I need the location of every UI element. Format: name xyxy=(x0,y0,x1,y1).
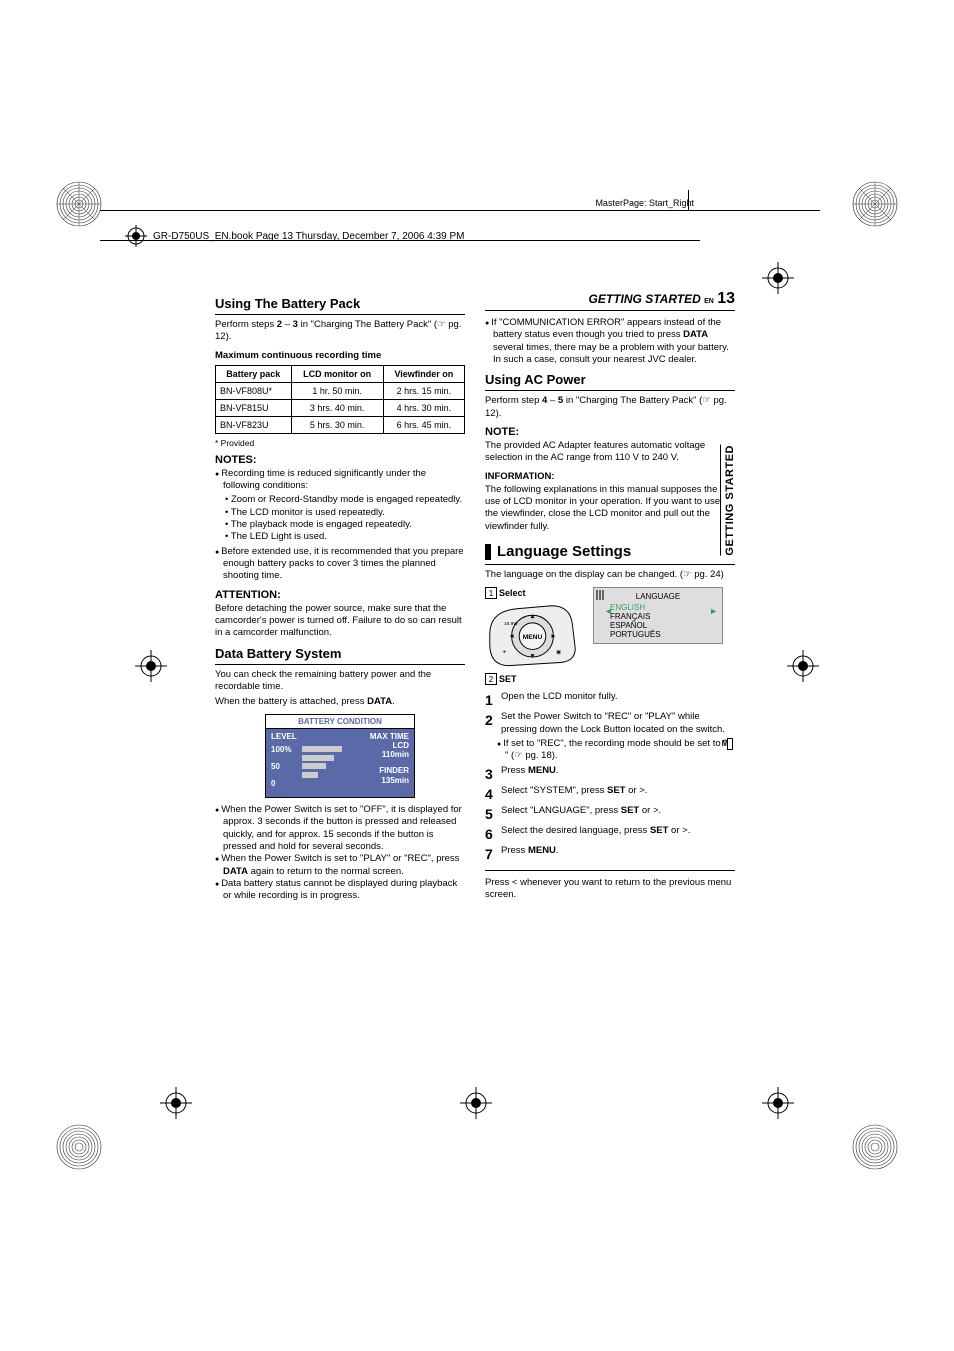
finder-time: FINDER135min xyxy=(379,766,409,785)
master-page-label: MasterPage: Start_Right xyxy=(595,198,694,208)
language-selector-diagram: 1Select MENU 16:9W ☀ ▣ 2SET xyxy=(485,587,735,685)
list-item: When the Power Switch is set to "PLAY" o… xyxy=(215,853,465,878)
level-heading: LEVEL xyxy=(271,732,297,741)
menu-item: PORTUGUÊS xyxy=(600,630,716,639)
step-7: 7Press MENU. xyxy=(485,845,735,863)
step2-sub: If set to "REC", the recording mode shou… xyxy=(485,738,735,763)
step-4: 4Select "SYSTEM", press SET or >. xyxy=(485,785,735,803)
list-item: Data battery status cannot be displayed … xyxy=(215,878,465,903)
menu-title: LANGUAGE xyxy=(600,592,716,601)
battery-condition-box: BATTERY CONDITION LEVEL MAX TIME 100% 50… xyxy=(265,714,415,798)
menu-item: ENGLISH xyxy=(600,603,716,612)
notes-sublist: Zoom or Record-Standby mode is engaged r… xyxy=(215,494,465,543)
arrow-right-icon: ► xyxy=(709,606,718,616)
maxtime-heading: MAX TIME xyxy=(370,732,409,741)
list-item: Zoom or Record-Standby mode is engaged r… xyxy=(225,494,465,506)
registration-mark-icon xyxy=(160,1087,192,1119)
table-header-row: Battery pack LCD monitor on Viewfinder o… xyxy=(216,365,465,382)
page-number: 13 xyxy=(717,290,735,307)
col-viewfinder: Viewfinder on xyxy=(383,365,464,382)
attention-text: Before detaching the power source, make … xyxy=(215,603,465,640)
information-heading: INFORMATION: xyxy=(485,471,735,482)
list-item: When the Power Switch is set to "OFF", i… xyxy=(215,804,465,853)
provided-footnote: * Provided xyxy=(215,438,465,448)
svg-text:☀: ☀ xyxy=(502,650,507,656)
crop-line xyxy=(100,210,820,211)
notes-heading: NOTES: xyxy=(215,454,465,466)
data-battery-p2: When the battery is attached, press DATA… xyxy=(215,696,465,708)
spiral-decoration xyxy=(55,1123,103,1171)
lcd-time: LCD110min xyxy=(379,741,409,760)
book-header: GR-D750US_EN.book Page 13 Thursday, Dece… xyxy=(125,225,464,247)
step-3: 3Press MENU. xyxy=(485,765,735,783)
step-2: 2Set the Power Switch to "REC" or "PLAY"… xyxy=(485,711,735,736)
svg-text:16:9W: 16:9W xyxy=(504,621,518,627)
data-battery-list: When the Power Switch is set to "OFF", i… xyxy=(215,804,465,903)
list-item: If "COMMUNICATION ERROR" appears instead… xyxy=(485,317,735,366)
list-item: If set to "REC", the recording mode shou… xyxy=(497,738,735,763)
battery-box-title: BATTERY CONDITION xyxy=(266,715,414,729)
page-lang: EN xyxy=(704,298,714,305)
comm-error-list: If "COMMUNICATION ERROR" appears instead… xyxy=(485,317,735,366)
data-battery-p1: You can check the remaining battery powe… xyxy=(215,669,465,694)
list-item: The playback mode is engaged repeatedly. xyxy=(225,519,465,531)
spiral-decoration xyxy=(851,1123,899,1171)
control-knob-icon: MENU 16:9W ☀ ▣ xyxy=(485,601,580,668)
note-text: The provided AC Adapter features automat… xyxy=(485,440,735,465)
col-lcd: LCD monitor on xyxy=(291,365,383,382)
registration-mark-icon xyxy=(787,650,819,682)
heading-bar-icon xyxy=(485,544,491,560)
heading-data-battery: Data Battery System xyxy=(215,646,465,661)
menu-item: ESPAÑOL xyxy=(600,621,716,630)
table-row: BN-VF823U5 hrs. 30 min.6 hrs. 45 min. xyxy=(216,416,465,433)
registration-mark-icon xyxy=(125,225,147,247)
note-heading: NOTE: xyxy=(485,426,735,438)
spiral-decoration xyxy=(851,180,899,228)
lang-intro: The language on the display can be chang… xyxy=(485,569,735,581)
left-column: Using The Battery Pack Perform steps 2 –… xyxy=(215,290,465,905)
arrow-left-icon: ◄ xyxy=(604,606,613,616)
heading-ac-power: Using AC Power xyxy=(485,372,735,387)
notes-list: Before extended use, it is recommended t… xyxy=(215,546,465,583)
set-label: 2SET xyxy=(485,673,585,685)
svg-text:MENU: MENU xyxy=(523,634,543,641)
ac-intro: Perform step 4 – 5 in "Charging The Batt… xyxy=(485,395,735,420)
rec-time-label: Maximum continuous recording time xyxy=(215,350,465,361)
registration-mark-icon xyxy=(762,1087,794,1119)
registration-mark-icon xyxy=(762,262,794,294)
list-item: Recording time is reduced significantly … xyxy=(215,468,465,493)
heading-battery-pack: Using The Battery Pack xyxy=(215,296,465,311)
battery-intro: Perform steps 2 – 3 in "Charging The Bat… xyxy=(215,319,465,344)
battery-box-body: LEVEL MAX TIME 100% 50 0 LCD110min FINDE xyxy=(266,729,414,797)
table-row: BN-VF815U3 hrs. 40 min.4 hrs. 30 min. xyxy=(216,399,465,416)
book-header-text: GR-D750US_EN.book Page 13 Thursday, Dece… xyxy=(153,231,464,242)
crop-line xyxy=(688,190,689,210)
step-5: 5Select "LANGUAGE", press SET or >. xyxy=(485,805,735,823)
notes-list: Recording time is reduced significantly … xyxy=(215,468,465,493)
heading-language-settings: Language Settings xyxy=(485,543,735,560)
language-menu: LANGUAGE ◄ ► ENGLISH FRANÇAIS ESPAÑOL PO… xyxy=(593,587,723,644)
attention-heading: ATTENTION: xyxy=(215,589,465,601)
list-item: Before extended use, it is recommended t… xyxy=(215,546,465,583)
registration-mark-icon xyxy=(460,1087,492,1119)
page-content: Using The Battery Pack Perform steps 2 –… xyxy=(215,290,735,905)
select-label: 1Select xyxy=(485,587,585,599)
list-item: The LCD monitor is used repeatedly. xyxy=(225,507,465,519)
menu-item: FRANÇAIS xyxy=(600,612,716,621)
svg-text:▣: ▣ xyxy=(556,650,561,656)
registration-mark-icon xyxy=(135,650,167,682)
section-title: GETTING STARTED xyxy=(589,292,701,306)
step-6: 6Select the desired language, press SET … xyxy=(485,825,735,843)
list-item: The LED Light is used. xyxy=(225,531,465,543)
final-note: Press < whenever you want to return to t… xyxy=(485,877,735,902)
table-row: BN-VF808U*1 hr. 50 min.2 hrs. 15 min. xyxy=(216,382,465,399)
page-header: GETTING STARTED EN 13 xyxy=(485,290,735,311)
spiral-decoration xyxy=(55,180,103,228)
col-battery: Battery pack xyxy=(216,365,292,382)
information-text: The following explanations in this manua… xyxy=(485,484,735,533)
recording-time-table: Battery pack LCD monitor on Viewfinder o… xyxy=(215,365,465,434)
right-column: GETTING STARTED EN 13 If "COMMUNICATION … xyxy=(485,290,735,905)
step-1: 1Open the LCD monitor fully. xyxy=(485,691,735,709)
